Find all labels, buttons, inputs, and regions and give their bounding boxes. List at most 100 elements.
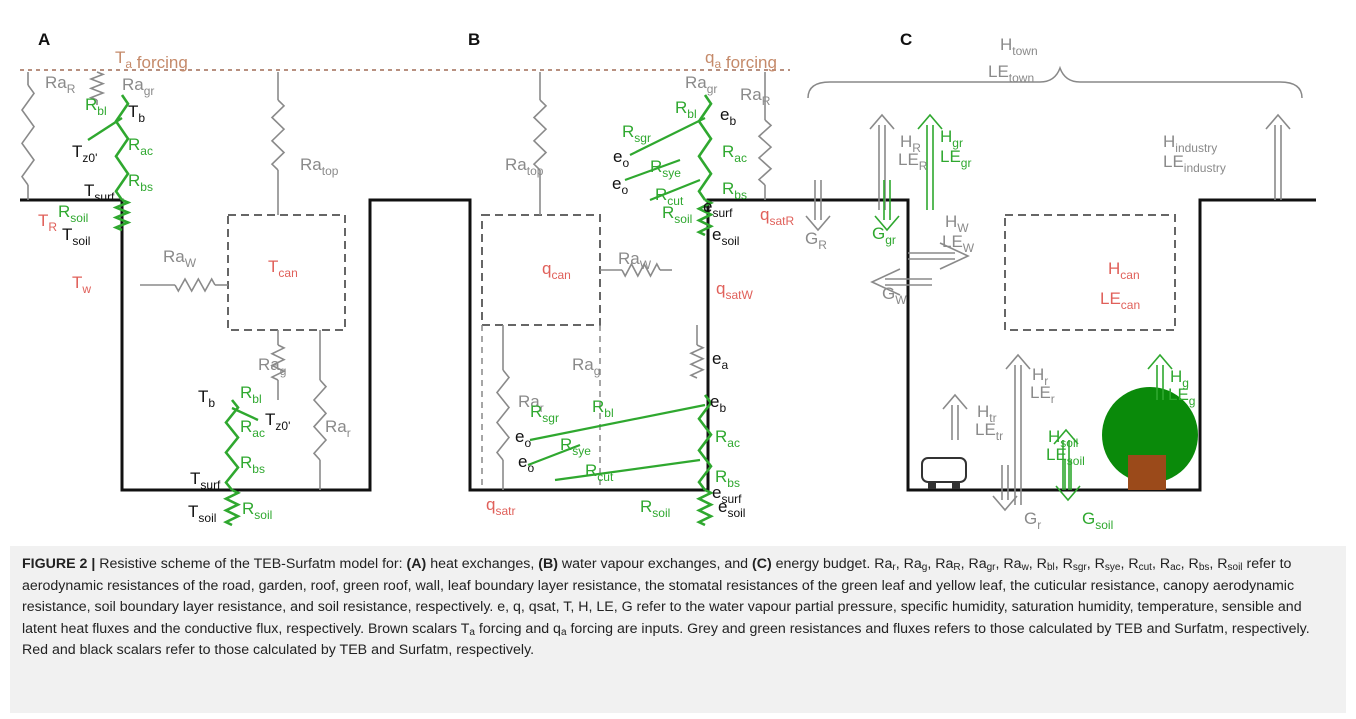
label-subscript: g [594, 364, 601, 378]
label: LEtr [975, 420, 1003, 443]
label: LEcan [1100, 289, 1140, 312]
label-text: e [712, 349, 721, 368]
label-subscript: town [1012, 44, 1037, 58]
label: Hg [1170, 367, 1189, 390]
flux-arrow [1147, 353, 1173, 400]
label-text: R [722, 179, 734, 198]
label-subscript: R [48, 220, 57, 234]
label-subscript: b [208, 396, 215, 410]
label-text: H [977, 402, 989, 421]
label: HW [945, 212, 969, 235]
label-subscript: industry [1184, 161, 1226, 175]
label: esoil [718, 497, 745, 520]
canopy-box [481, 214, 601, 326]
label-text: q [486, 495, 495, 514]
label-subscript: soil [721, 234, 739, 248]
label: Rag [572, 355, 600, 378]
label-subscript: industry [1175, 141, 1217, 155]
label-subscript: R [67, 82, 76, 96]
tree-trunk [1128, 455, 1166, 490]
label-subscript: R [762, 94, 771, 108]
label-text: LE [1163, 152, 1184, 171]
label-text: G [805, 229, 818, 248]
label-subscript: W [640, 258, 652, 272]
resistor [689, 344, 705, 379]
label-text: Ra [618, 249, 640, 268]
caption-text: heat exchanges, [426, 556, 539, 572]
label-subscript: W [957, 221, 969, 235]
label-text: H [1170, 367, 1182, 386]
label-subscript: g [1182, 376, 1189, 390]
caption-text: a [469, 626, 475, 638]
resistor [697, 394, 713, 491]
flux-arrow [908, 242, 970, 270]
caption-text: g [921, 562, 928, 573]
label-subscript: soil [727, 506, 745, 520]
label-text: e [613, 147, 622, 166]
label: LEg [1168, 385, 1195, 408]
caption-text: a [560, 626, 567, 638]
label-text: T [198, 387, 208, 406]
label-subscript: w [81, 282, 91, 296]
label-text: Ra [163, 247, 185, 266]
label-text: forcing [132, 53, 188, 72]
label: Tcan [268, 257, 298, 280]
label-subscript: ac [734, 151, 747, 165]
label-subscript: can [551, 268, 570, 282]
label: Hcan [1108, 259, 1140, 282]
label-subscript: tr [989, 411, 996, 425]
label: LEgr [940, 147, 971, 170]
canopy-box [1004, 214, 1176, 331]
label-text: R [242, 499, 254, 518]
label: GR [805, 229, 827, 252]
label: Tsoil [62, 225, 90, 248]
label-subscript: z0' [82, 151, 97, 165]
resistor [21, 84, 35, 186]
label-text: T [72, 273, 82, 292]
label-subscript: cut [667, 194, 684, 208]
label-text: T [62, 225, 72, 244]
label-text: LE [975, 420, 996, 439]
caption-text: (B) [538, 556, 558, 572]
caption-text: , R [1209, 556, 1228, 572]
label: Rac [128, 135, 153, 158]
label-subscript: ac [252, 426, 265, 440]
resistor [270, 99, 286, 171]
label-text: LE [1046, 445, 1067, 464]
car [921, 457, 967, 489]
resistor [88, 71, 106, 101]
label-text: R [675, 98, 687, 117]
label-text: q [760, 205, 769, 224]
label-text: H [1032, 365, 1044, 384]
label-text: R [560, 435, 572, 454]
resistor [621, 262, 661, 278]
label-text: LE [942, 232, 963, 251]
label: Ratop [300, 155, 339, 178]
label: RaW [618, 249, 652, 272]
label-subscript: a [721, 358, 728, 372]
label: GW [882, 284, 907, 307]
label-text: Ra [685, 73, 707, 92]
caption: FIGURE 2 | Resistive scheme of the TEB-S… [10, 546, 1346, 713]
label: RaR [45, 73, 76, 96]
label: RaW [163, 247, 197, 270]
caption-text: R [953, 562, 961, 573]
caption-text: , R [1151, 556, 1171, 572]
label-text: T [72, 142, 82, 161]
caption-text: bl [1046, 562, 1055, 573]
wire [527, 403, 706, 482]
caption-text: gr [986, 562, 996, 573]
label: Rcut [655, 185, 684, 208]
label: Rar [325, 417, 351, 440]
label: LEtown [988, 62, 1034, 85]
label: Rbl [592, 397, 614, 420]
label: qsatR [760, 205, 794, 228]
label: Rsgr [530, 402, 559, 425]
label-subscript: can [1120, 268, 1139, 282]
label-text: R [85, 95, 97, 114]
flux-arrow [805, 180, 831, 232]
flux-arrow [1265, 113, 1291, 200]
label: Rbl [675, 98, 697, 121]
label: LEW [942, 232, 975, 255]
